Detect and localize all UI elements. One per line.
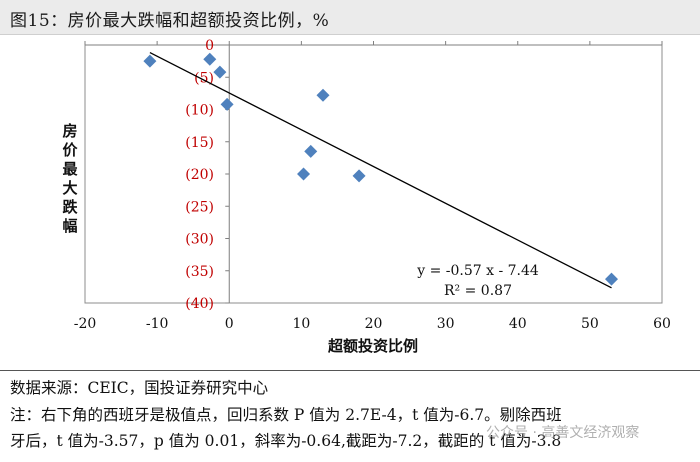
data-point — [316, 88, 330, 102]
y-tick-label: (25) — [185, 199, 214, 215]
x-tick-label: -10 — [146, 316, 169, 332]
y-tick-label: (10) — [185, 103, 214, 119]
r-squared-label: R² = 0.87 — [444, 283, 512, 299]
x-tick-label: -20 — [74, 316, 97, 332]
note-line-1: 注：右下角的西班牙是极值点，回归系数 P 值为 2.7E-4，t 值为-6.7。… — [10, 406, 562, 424]
figure-title: 图15：房价最大跌幅和超额投资比例，% — [10, 11, 330, 31]
data-point — [203, 52, 217, 66]
data-point — [605, 272, 619, 286]
x-tick-label: 50 — [581, 316, 599, 332]
y-axis-title-char: 跌 — [62, 198, 78, 216]
scatter-chart: -20 -10 0 10 20 30 40 50 600(5)(10)(15)(20)(25)(… — [62, 38, 671, 355]
y-tick-label: (20) — [185, 167, 214, 183]
data-point — [297, 167, 311, 181]
y-axis-title-char: 房 — [62, 122, 77, 140]
x-tick-label: 30 — [437, 316, 455, 332]
data-point — [304, 144, 318, 158]
note-line-2: 牙后，t 值为-3.57，p 值为 0.01，斜率为-0.64,截距为-7.2，… — [10, 432, 562, 450]
divider-top — [0, 370, 700, 371]
x-tick-label: 0 — [225, 316, 234, 332]
x-tick-label: 40 — [509, 316, 527, 332]
x-tick-label: 20 — [365, 316, 383, 332]
y-tick-label: (40) — [185, 296, 214, 312]
data-point — [352, 169, 366, 183]
y-tick-label: (15) — [185, 135, 214, 151]
x-tick-label: 10 — [292, 316, 310, 332]
plot-frame — [84, 44, 663, 304]
watermark: 公众号 · 高善文经济观察 — [486, 425, 640, 441]
y-axis-title-char: 价 — [62, 141, 78, 159]
y-tick-label: (30) — [185, 232, 214, 248]
data-point — [220, 97, 234, 111]
data-point — [143, 54, 157, 68]
y-tick-label: (35) — [185, 264, 214, 280]
x-axis-title: 超额投资比例 — [327, 337, 418, 355]
y-axis-title-char: 大 — [62, 179, 77, 197]
y-axis-title-char: 最 — [62, 160, 78, 178]
trendline — [149, 51, 612, 289]
title-bar: 图15：房价最大跌幅和超额投资比例，% — [0, 0, 700, 35]
source-text: 数据来源：CEIC，国投证券研究中心 — [10, 379, 269, 397]
y-axis-title-char: 幅 — [62, 217, 77, 235]
data-point — [213, 65, 227, 79]
regression-equation: y = -0.57 x - 7.44 — [416, 263, 539, 279]
x-tick-label: 60 — [653, 316, 671, 332]
y-tick-label: 0 — [205, 38, 214, 54]
